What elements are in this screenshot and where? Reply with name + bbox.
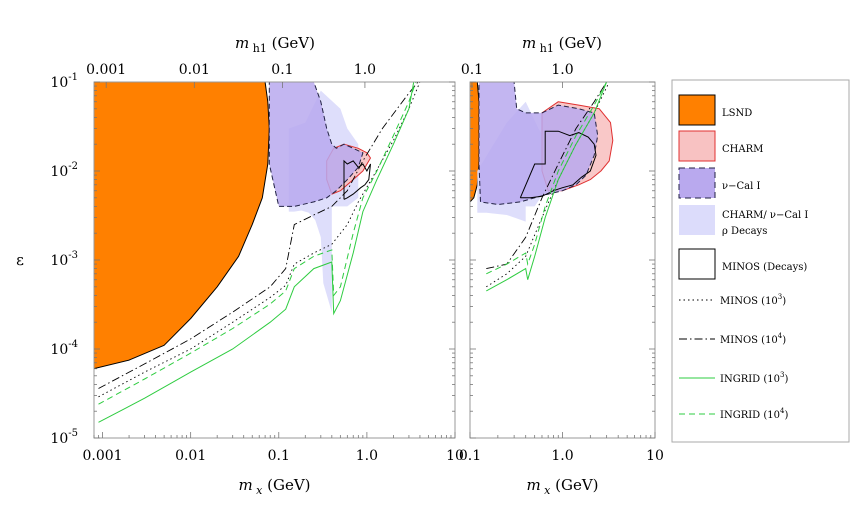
panel-left: 0.001 0.01 0.1 1.0 10 0.001 0.01 0.1 1.0 m x (GeV… bbox=[82, 34, 463, 497]
legend-entry-minos-decays: MINOS (Decays) bbox=[678, 248, 807, 280]
legend-label: ρ Decays bbox=[722, 226, 767, 237]
legend-label: MINOS (104) bbox=[720, 332, 786, 346]
x-tick-label: 0.01 bbox=[175, 448, 206, 464]
curve-minos-10-4 bbox=[486, 82, 607, 270]
y-tick-label: 10-4 bbox=[50, 339, 78, 358]
panel-right: 0.1 1.0 10 0.1 1.0 m x (GeV) m h1 (GeV) bbox=[459, 34, 664, 497]
curve-minos-decays bbox=[519, 130, 597, 199]
y-tick-label: 10-3 bbox=[50, 250, 78, 269]
legend-label: CHARM/ ν−Cal I bbox=[722, 210, 808, 221]
top-tick-label: 0.001 bbox=[86, 62, 126, 78]
region-nu-cal-i bbox=[478, 82, 599, 205]
top-axis-title: m h1 (GeV) bbox=[235, 34, 315, 55]
curve-ingrid-10-3 bbox=[98, 82, 415, 423]
top-tick-label: 1.0 bbox=[354, 62, 376, 78]
region-lsnd bbox=[94, 82, 270, 370]
legend-swatch bbox=[678, 248, 716, 280]
x-axis-title: m x (GeV) bbox=[238, 476, 310, 497]
x-tick-label: 1.0 bbox=[356, 448, 378, 464]
x-tick-label: 1.0 bbox=[551, 448, 573, 464]
y-tick-label: 10-1 bbox=[50, 72, 78, 91]
legend-swatch bbox=[678, 94, 716, 126]
legend-entry-cal-i: ν−Cal I bbox=[678, 167, 760, 199]
legend-entry-charm: CHARM bbox=[678, 130, 763, 162]
curve-ingrid-10-3 bbox=[486, 82, 608, 292]
legend-label: LSND bbox=[722, 108, 752, 119]
y-tick-label: 10-5 bbox=[50, 428, 78, 447]
curve-ingrid-10-4 bbox=[98, 82, 417, 405]
legend-entry-charm-cal-i: CHARM/ ν−Cal I ρ Decays bbox=[679, 205, 808, 237]
top-axis-title: m h1 (GeV) bbox=[522, 34, 602, 55]
legend-entry-lsnd: LSND bbox=[678, 94, 752, 126]
top-tick-label: 0.1 bbox=[271, 62, 293, 78]
y-axis-title: ε bbox=[16, 251, 24, 269]
top-tick-label: 0.1 bbox=[461, 62, 483, 78]
legend-entry-minos-104: MINOS (104) bbox=[679, 332, 786, 346]
legend: LSND CHARM ν−Cal I CHARM/ ν−Cal I ρ Decays MI… bbox=[671, 79, 850, 443]
region-nu-cal-i bbox=[268, 82, 364, 207]
legend-swatch bbox=[679, 205, 715, 235]
legend-label: MINOS (103) bbox=[720, 293, 786, 307]
x-tick-label: 0.1 bbox=[268, 448, 290, 464]
y-tick-label: 10-2 bbox=[50, 161, 78, 180]
x-tick-label: 10 bbox=[446, 448, 464, 464]
x-tick-label: 0.001 bbox=[82, 448, 122, 464]
legend-label: CHARM bbox=[722, 144, 763, 155]
legend-label: INGRID (104) bbox=[720, 407, 788, 421]
legend-swatch bbox=[678, 167, 716, 199]
x-tick-label: 0.1 bbox=[459, 448, 481, 464]
legend-entry-minos-103: MINOS (103) bbox=[679, 293, 786, 307]
legend-swatch bbox=[678, 130, 716, 162]
plot-area bbox=[94, 82, 421, 423]
plot-area bbox=[470, 82, 614, 292]
x-tick-label: 10 bbox=[646, 448, 664, 464]
legend-entry-ingrid-104: INGRID (104) bbox=[679, 407, 788, 421]
curve-minos-decays bbox=[343, 159, 371, 200]
curve-ingrid-10-4 bbox=[486, 82, 608, 275]
legend-entry-ingrid-103: INGRID (103) bbox=[679, 371, 788, 385]
top-tick-label: 1.0 bbox=[551, 62, 573, 78]
x-axis-title: m x (GeV) bbox=[526, 476, 598, 497]
curve-minos-10-4 bbox=[98, 82, 419, 389]
legend-label: INGRID (103) bbox=[720, 371, 788, 385]
legend-label: ν−Cal I bbox=[722, 181, 760, 192]
legend-label: MINOS (Decays) bbox=[722, 262, 807, 273]
top-tick-label: 0.01 bbox=[179, 62, 210, 78]
